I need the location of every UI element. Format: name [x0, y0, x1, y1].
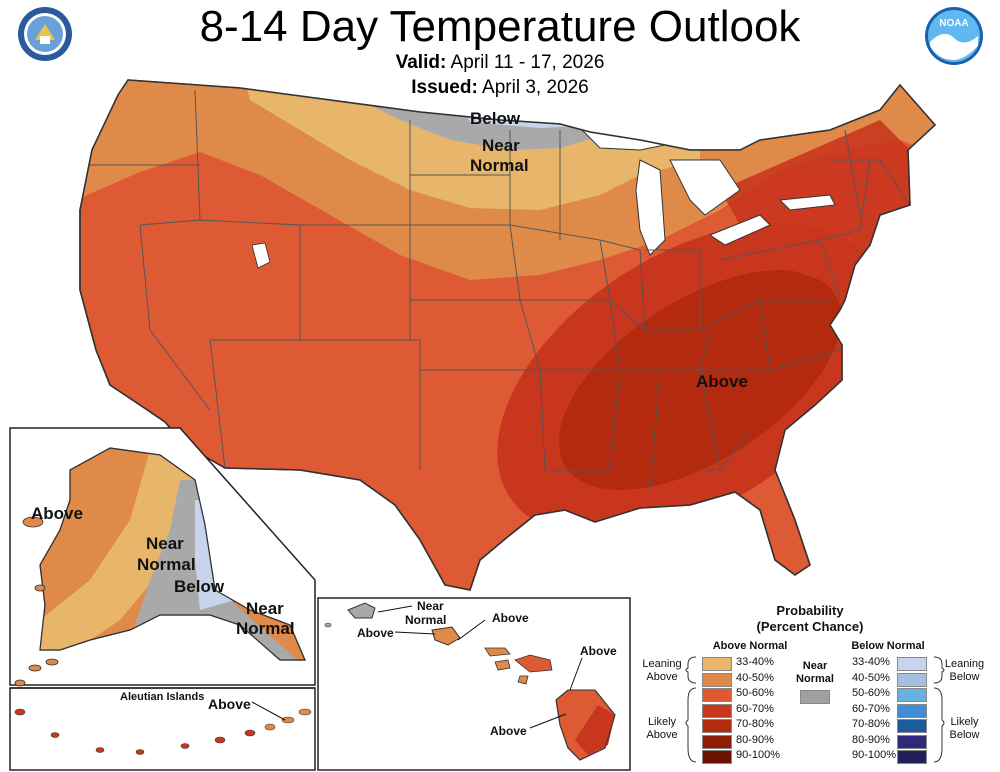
legend-below-range-label: 90-100% — [852, 749, 897, 761]
legend-below-swatch — [897, 657, 927, 671]
conus-below-label: Below — [470, 109, 521, 128]
hi-near-label-line2: Normal — [405, 613, 447, 627]
ak-near-label-line1: Near — [146, 534, 184, 553]
legend-below-header: Below Normal — [851, 640, 925, 652]
legend-leaning-above-line1: Leaning — [642, 658, 682, 670]
legend-above-range-label: 33-40% — [736, 656, 774, 668]
legend-below-swatch — [897, 672, 927, 687]
legend-title-line1: Probability — [776, 603, 844, 618]
legend-above-range-label: 60-70% — [736, 702, 774, 715]
hi-above-maui-label: Above — [580, 644, 617, 658]
aleutian-above-label: Above — [208, 696, 251, 712]
legend-above-swatch — [702, 688, 732, 702]
hi-above-left-label: Above — [357, 626, 394, 640]
legend-below-swatch — [897, 703, 927, 718]
issued-label: Issued: — [411, 77, 478, 98]
issued-row: Issued: April 3, 2026 — [0, 77, 1000, 99]
issued-value: April 3, 2026 — [482, 77, 589, 98]
legend-above-range-label: 50-60% — [736, 687, 774, 699]
legend-above-swatch — [702, 750, 732, 764]
legend-below-range-label: 33-40% — [852, 656, 890, 668]
valid-value: April 11 - 17, 2026 — [450, 52, 605, 73]
legend-near-swatch — [800, 690, 830, 704]
legend-above-range-label: 70-80% — [736, 718, 774, 730]
noaa-logo-text: NOAA — [939, 18, 968, 29]
hi-above-mid-label: Above — [492, 611, 529, 625]
legend-likely-below-line1: Likely — [950, 716, 979, 728]
legend-near-label-line2: Normal — [796, 673, 834, 685]
legend-above-header: Above Normal — [712, 640, 788, 652]
ak-se-near-label-line2: Normal — [236, 619, 295, 638]
legend-leaning-below-line2: Below — [949, 671, 980, 683]
ak-below-label: Below — [174, 577, 225, 596]
conus-above-label: Above — [696, 372, 748, 391]
conus-near-label-line2: Normal — [470, 156, 529, 175]
legend-above-swatch — [702, 672, 732, 687]
legend-likely-below-line2: Below — [949, 729, 980, 741]
ak-above-label: Above — [31, 504, 83, 523]
legend-leaning-above-line2: Above — [646, 671, 678, 683]
valid-row: Valid: April 11 - 17, 2026 — [0, 52, 1000, 74]
legend-above-swatch — [702, 734, 732, 749]
conus-near-label-line1: Near — [482, 136, 520, 155]
commerce-seal-icon — [17, 6, 73, 62]
legend-below-range-label: 50-60% — [852, 687, 890, 699]
legend-above-range-label: 90-100% — [736, 749, 781, 761]
ak-near-label-line2: Normal — [137, 555, 196, 574]
legend-title-line2: (Percent Chance) — [756, 619, 864, 634]
legend-below-swatch — [897, 688, 927, 702]
legend-below-range-label: 40-50% — [852, 671, 890, 684]
legend-below-range-label: 70-80% — [852, 718, 890, 730]
aleutian-title: Aleutian Islands — [120, 691, 205, 703]
legend-leaning-below-line1: Leaning — [944, 658, 985, 670]
legend-above-range-label: 40-50% — [736, 671, 774, 684]
legend-below-range-label: 80-90% — [852, 733, 890, 746]
legend-below-swatch — [897, 734, 927, 749]
ak-se-near-label-line1: Near — [246, 599, 284, 618]
hi-above-big-label: Above — [490, 724, 527, 738]
legend-below-swatch — [897, 750, 927, 764]
legend-likely-above-line1: Likely — [647, 716, 677, 728]
legend-below-swatch — [897, 719, 927, 733]
legend-near-label-line1: Near — [802, 660, 828, 672]
legend-above-swatch — [702, 657, 732, 671]
legend-below-range-label: 60-70% — [852, 702, 890, 715]
legend-likely-above-line2: Above — [646, 729, 678, 741]
hi-near-label-line1: Near — [417, 599, 444, 613]
noaa-logo-icon: NOAA — [924, 6, 984, 66]
page-title: 8-14 Day Temperature Outlook — [199, 2, 801, 51]
legend-above-range-label: 80-90% — [736, 733, 774, 746]
legend-above-swatch — [702, 703, 732, 718]
legend-above-swatch — [702, 719, 732, 733]
valid-label: Valid: — [395, 52, 447, 73]
